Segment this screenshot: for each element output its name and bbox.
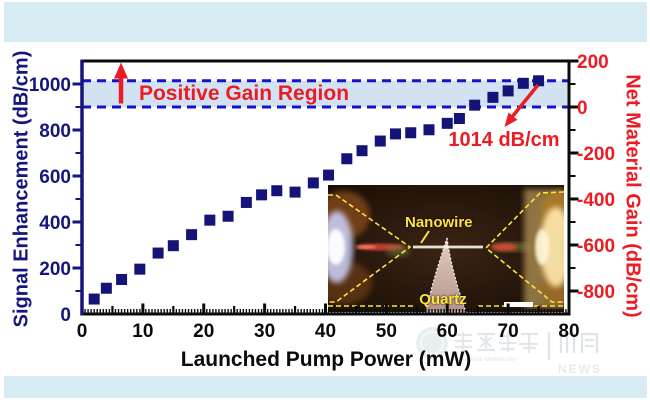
data-point — [100, 282, 112, 294]
max-gain-arrow-head — [504, 112, 518, 127]
data-point — [517, 77, 529, 89]
right-tick-label: 200 — [577, 52, 609, 73]
nanowire-label: Nanowire — [405, 214, 473, 231]
data-point — [152, 247, 164, 259]
microscope-inset-photo: Nanowire Quartz — [316, 185, 577, 313]
data-point — [487, 91, 499, 103]
data-point — [289, 186, 301, 198]
data-point — [423, 124, 435, 136]
watermark: Tsinghua University NEWS — [406, 322, 621, 380]
data-point — [374, 135, 386, 147]
left-tick-label: 1000 — [29, 75, 71, 96]
data-point — [356, 145, 368, 157]
data-point — [390, 128, 402, 140]
data-point — [88, 293, 100, 305]
data-point — [323, 169, 335, 181]
data-point — [405, 127, 417, 139]
x-axis-title: Launched Pump Power (mW) — [180, 348, 472, 371]
data-point — [469, 99, 481, 111]
right-tick-label: 0 — [577, 98, 588, 119]
tsinghua-en-watermark: Tsinghua University — [454, 356, 516, 363]
data-point — [134, 263, 146, 275]
data-point — [307, 177, 319, 189]
bottom-band — [4, 376, 647, 398]
max-gain-arrow-shaft — [510, 83, 540, 119]
watermark-art — [416, 327, 599, 360]
right-tick-label: -600 — [577, 236, 615, 257]
right-tick-label: -400 — [577, 190, 615, 211]
tsinghua-cn-watermark — [454, 331, 539, 354]
left-tick-label: 800 — [39, 121, 71, 142]
gain-arrow-head — [114, 62, 128, 79]
positive-gain-region-label: Positive Gain Region — [138, 82, 350, 105]
x-tick-label: 10 — [132, 321, 153, 342]
left-tick-label: 200 — [39, 259, 71, 280]
news-cn-watermark — [559, 332, 599, 354]
data-point — [116, 274, 128, 285]
left-tick-label: 0 — [60, 305, 71, 326]
right-tick-label: -200 — [577, 144, 615, 165]
data-point — [204, 214, 216, 226]
data-point — [341, 153, 353, 165]
x-tick-label: 40 — [315, 321, 336, 342]
data-point — [502, 85, 514, 97]
data-point — [533, 75, 545, 87]
x-tick-label: 30 — [254, 321, 275, 342]
data-point — [453, 113, 465, 124]
top-band — [4, 2, 647, 42]
left-tick-label: 600 — [39, 167, 71, 188]
scale-bar — [504, 302, 533, 307]
data-point — [167, 240, 179, 252]
data-point — [240, 196, 252, 208]
right-axis-title: Net Material Gain (dB/cm) — [621, 74, 644, 318]
data-point — [256, 189, 268, 201]
left-tick-label: 400 — [39, 213, 71, 234]
news-en-watermark: NEWS — [558, 362, 602, 376]
data-point — [222, 210, 234, 222]
x-tick-label: 0 — [77, 321, 88, 342]
left-axis-title: Signal Enhancement (dB/cm) — [10, 50, 33, 328]
x-tick-label: 20 — [193, 321, 214, 342]
quartz-label: Quartz — [419, 291, 467, 308]
max-gain-annotation: 1014 dB/cm — [448, 129, 560, 151]
data-point — [441, 117, 453, 129]
right-tick-label: -800 — [577, 282, 615, 303]
x-tick-label: 50 — [376, 321, 397, 342]
data-point — [271, 185, 283, 197]
data-point — [186, 229, 198, 241]
